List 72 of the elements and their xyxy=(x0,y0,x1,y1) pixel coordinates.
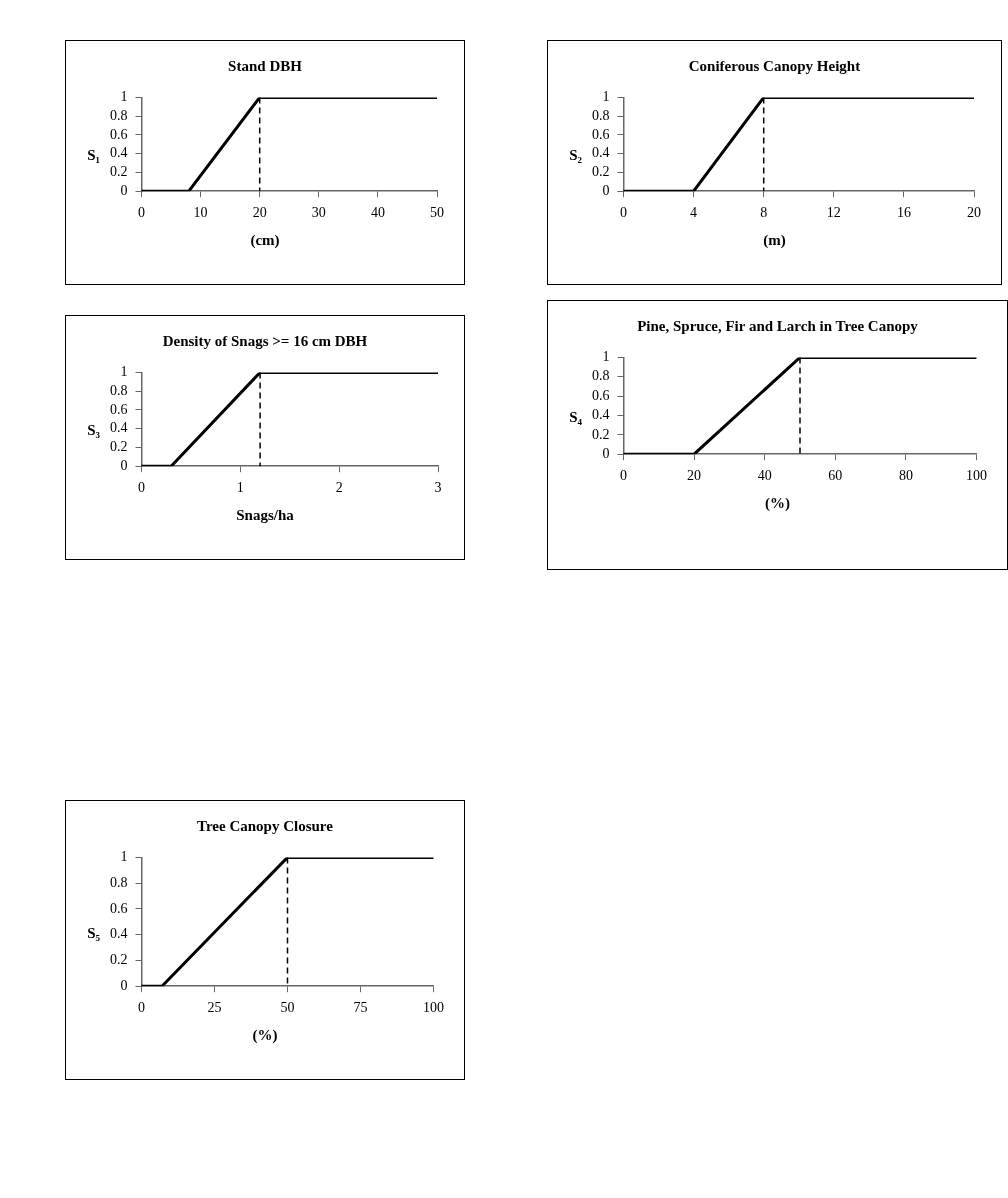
y-tick-label: 1 xyxy=(602,349,610,365)
y-tick-label: 0.4 xyxy=(592,145,610,161)
chart-title: Coniferous Canopy Height xyxy=(687,57,862,76)
x-tick-label: 100 xyxy=(966,468,987,484)
y-tick-label: 1 xyxy=(120,364,128,380)
x-tick-label: 60 xyxy=(828,468,843,484)
x-tick-label: 0 xyxy=(620,468,627,484)
x-tick-label: 10 xyxy=(193,205,208,221)
x-tick-label: 0 xyxy=(138,480,145,496)
y-tick-label: 0.8 xyxy=(592,368,610,384)
x-tick-label: 16 xyxy=(896,205,911,221)
y-tick-label: 0.8 xyxy=(110,382,128,398)
y-tick-label: 0.2 xyxy=(592,164,610,180)
y-tick-label: 0.8 xyxy=(592,107,610,123)
y-tick-label: 0 xyxy=(120,457,128,473)
y-tick-label: 0.8 xyxy=(110,874,128,890)
y-tick-label: 0.2 xyxy=(110,952,128,968)
x-axis-title: (%) xyxy=(251,1027,279,1044)
y-tick-label: 1 xyxy=(602,89,610,105)
y-tick-label: 0 xyxy=(120,182,128,198)
y-tick-label: 0.2 xyxy=(592,426,610,442)
x-tick-label: 30 xyxy=(311,205,326,221)
y-tick-label: 0.4 xyxy=(592,407,610,423)
x-tick-label: 0 xyxy=(138,1000,145,1016)
y-tick-label: 0 xyxy=(120,977,128,993)
y-axis-title: S₁ xyxy=(86,147,101,164)
x-tick-label: 100 xyxy=(423,1000,444,1016)
x-tick-label: 80 xyxy=(898,468,913,484)
y-axis-title: S₄ xyxy=(568,408,583,426)
y-tick-label: 1 xyxy=(120,849,128,865)
x-tick-label: 0 xyxy=(620,205,627,221)
chart-title: Pine, Spruce, Fir and Larch in Tree Canopy xyxy=(636,317,919,336)
x-tick-label: 8 xyxy=(760,205,768,221)
y-tick-label: 0.6 xyxy=(110,401,128,417)
x-axis-title: (m) xyxy=(762,232,787,249)
y-axis-title: S₃ xyxy=(86,422,101,439)
y-tick-label: 0 xyxy=(602,182,610,198)
x-tick-label: 50 xyxy=(280,1000,295,1016)
chart-title: Stand DBH xyxy=(227,57,303,76)
y-tick-label: 0.2 xyxy=(110,439,128,455)
y-tick-label: 0.4 xyxy=(110,420,128,436)
x-tick-label: 40 xyxy=(757,468,772,484)
x-tick-label: 20 xyxy=(252,205,267,221)
y-tick-label: 0.6 xyxy=(592,126,610,142)
x-axis-title: (cm) xyxy=(249,232,281,249)
y-tick-label: 0 xyxy=(602,445,610,461)
chart-title: Tree Canopy Closure xyxy=(196,817,334,836)
x-tick-label: 12 xyxy=(826,205,841,221)
y-tick-label: 0.6 xyxy=(592,387,610,403)
y-tick-label: 0.6 xyxy=(110,900,128,916)
y-axis-title: S₂ xyxy=(568,147,583,164)
x-axis-title: (%) xyxy=(764,495,791,512)
y-tick-label: 1 xyxy=(120,89,128,105)
x-tick-label: 20 xyxy=(967,205,981,221)
y-tick-label: 0.6 xyxy=(110,126,128,142)
y-tick-label: 0.8 xyxy=(110,107,128,123)
chart-title: Density of Snags >= 16 cm DBH xyxy=(161,332,369,351)
x-tick-label: 4 xyxy=(690,205,698,221)
y-tick-label: 0.4 xyxy=(110,145,128,161)
y-tick-label: 0.2 xyxy=(110,164,128,180)
x-tick-label: 1 xyxy=(236,480,244,496)
x-tick-label: 20 xyxy=(687,468,702,484)
x-tick-label: 3 xyxy=(434,480,442,496)
x-tick-label: 50 xyxy=(430,205,444,221)
y-axis-title: S₅ xyxy=(86,924,101,942)
x-tick-label: 40 xyxy=(370,205,385,221)
x-tick-label: 25 xyxy=(207,1000,222,1016)
x-tick-label: 0 xyxy=(138,205,145,221)
x-tick-label: 2 xyxy=(335,480,343,496)
y-tick-label: 0.4 xyxy=(110,926,128,942)
x-tick-label: 75 xyxy=(353,1000,368,1016)
x-axis-title: Snags/ha xyxy=(235,507,295,524)
